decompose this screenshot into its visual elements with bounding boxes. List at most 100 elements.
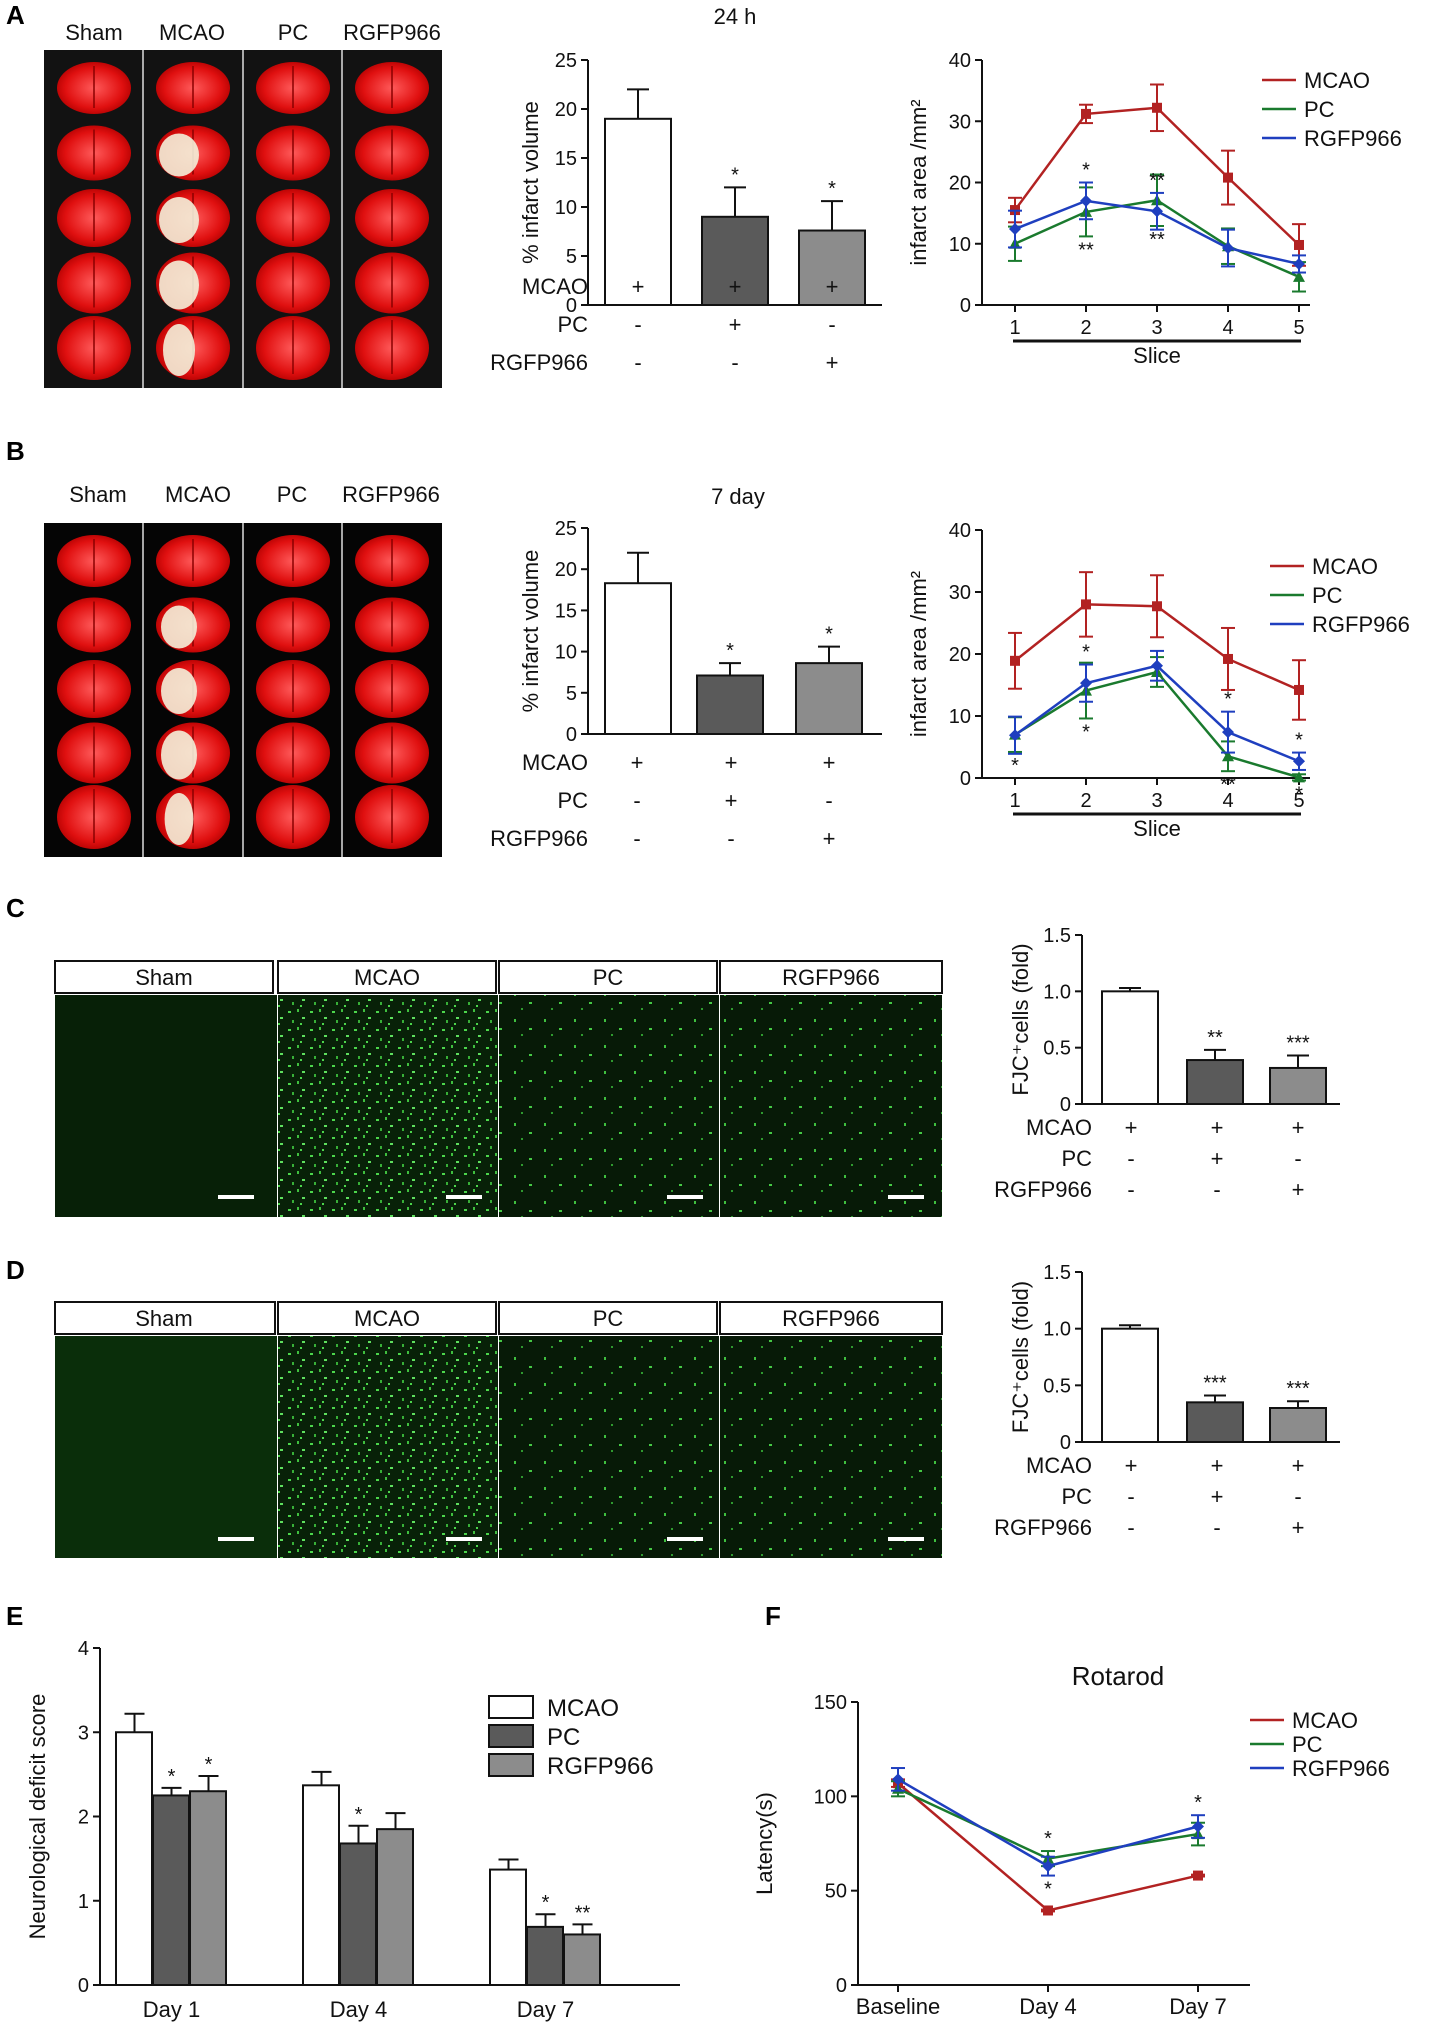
A-line-significance: **	[1149, 229, 1165, 251]
infarct-region	[159, 197, 199, 243]
C-bar-y-tick-label: 1.0	[1043, 981, 1071, 1003]
micrograph-d-sham	[55, 1336, 277, 1558]
E-bar-y-tick-label: 4	[78, 1638, 89, 1660]
B-line-y-tick-label: 0	[960, 768, 971, 790]
A-bar-y-tick-label: 15	[555, 148, 577, 170]
D-bar-bar-1	[1186, 1401, 1244, 1444]
B-line-point	[1222, 726, 1234, 739]
scale-bar	[667, 1537, 703, 1541]
photo-a-label-mcao: MCAO	[159, 20, 225, 45]
B-bar-significance: *	[726, 640, 734, 662]
treatment-sign: -	[633, 826, 640, 851]
A-bar-y-tick-label: 5	[566, 246, 577, 268]
E-bar-bar	[115, 1731, 153, 1986]
scale-bar	[446, 1195, 482, 1199]
E-bar-legend-label-rgfp966: RGFP966	[547, 1753, 654, 1780]
B-bar-y-tick-label: 15	[555, 600, 577, 622]
E-bar-legend-swatch	[488, 1695, 534, 1719]
B-line-y-tick-label: 20	[949, 644, 971, 666]
treatment-sign: -	[1127, 1177, 1134, 1202]
treatment-sign: +	[826, 274, 839, 299]
B-line-y-tick-label: 40	[949, 520, 971, 542]
A-bar-y-tick-label: 20	[555, 99, 577, 121]
E-bar-bar	[526, 1925, 564, 1987]
A-line-point	[1009, 223, 1021, 236]
E-bar-bar	[489, 1868, 527, 1987]
treatment-label-rgfp966: RGFP966	[490, 826, 588, 851]
photo-b-label-rgfp966: RGFP966	[342, 482, 440, 507]
A-line-y-tick-label: 30	[949, 111, 971, 133]
photo-a-label-sham: Sham	[65, 20, 122, 45]
B-line-point	[1222, 750, 1234, 762]
infarct-region	[163, 324, 195, 376]
B-line-significance: *	[1082, 642, 1090, 664]
D-bar-significance: ***	[1203, 1373, 1227, 1395]
F-line-chart: 0 50 100 150 Latency(s) Baseline Day 4 Day 7 * * *…	[752, 1661, 1390, 2019]
treatment-sign: +	[1292, 1453, 1305, 1478]
treatment-sign: -	[727, 826, 734, 851]
treatment-sign: +	[1292, 1177, 1305, 1202]
micrograph-d-label-rgfp966: RGFP966	[782, 1306, 880, 1331]
treatment-sign: +	[729, 274, 742, 299]
photo-a-label-rgfp966: RGFP966	[343, 20, 441, 45]
E-bar-bar	[302, 1784, 340, 1987]
A-line-y-tick-label: 0	[960, 295, 971, 317]
A-line-y-label: infarct area /mm²	[906, 99, 931, 265]
E-bar-bar	[563, 1933, 601, 1986]
infarct-region	[159, 133, 199, 177]
panel-d-micrographs: Sham MCAO PC RGFP966	[54, 1301, 943, 1558]
B-bar-y-tick-label: 25	[555, 518, 577, 540]
treatment-sign: +	[1292, 1115, 1305, 1140]
B-line-x-tick-label: 4	[1222, 790, 1233, 812]
A-line-x-tick-label: 2	[1080, 317, 1091, 339]
B-line-x-tick-label: 3	[1151, 790, 1162, 812]
infarct-region	[159, 260, 199, 310]
D-bar-y-tick-label: 0	[1060, 1432, 1071, 1454]
F-line-y-tick-label: 100	[814, 1786, 847, 1808]
D-bar-bar-0	[1101, 1327, 1159, 1443]
B-line-point	[1009, 729, 1021, 742]
B-bar-y-tick-label: 10	[555, 642, 577, 664]
F-line-title: Rotarod	[1072, 1661, 1165, 1691]
A-line-point	[1151, 205, 1163, 218]
treatment-sign: +	[632, 274, 645, 299]
F-line-x-tick-label: Baseline	[856, 1994, 940, 2019]
panel-letter-a: A	[6, 0, 25, 30]
A-bar-chart: 0 5 10 15 20 25 % infarct volume * * 24 h	[518, 4, 882, 317]
F-line-legend-label-pc: PC	[1292, 1732, 1323, 1757]
B-line-x-tick-label: 2	[1080, 790, 1091, 812]
E-bar-legend-label-mcao: MCAO	[547, 1695, 619, 1722]
D-bar-significance: ***	[1286, 1378, 1310, 1400]
F-line-y-tick-label: 50	[825, 1881, 847, 1903]
treatment-label-rgfp966: RGFP966	[994, 1177, 1092, 1202]
A-bar-bar-1	[701, 215, 769, 306]
treatment-sign: -	[1213, 1515, 1220, 1540]
C-bar-bar-0	[1101, 990, 1159, 1105]
C-bar-bar-2	[1269, 1066, 1327, 1105]
A-line-x-tick-label: 3	[1151, 317, 1162, 339]
B-bar-title: 7 day	[711, 484, 765, 509]
F-line-point	[1043, 1905, 1053, 1916]
A-bar-title: 24 h	[714, 4, 757, 29]
panel-letter-c: C	[6, 893, 25, 923]
F-line-significance: *	[1194, 1792, 1202, 1814]
treatment-sign: -	[1213, 1177, 1220, 1202]
F-line-y-tick-label: 0	[836, 1975, 847, 1997]
B-line-x-tick-label: 5	[1293, 790, 1304, 812]
B-line-point	[1294, 684, 1304, 695]
F-line-point	[1192, 1820, 1204, 1833]
treatment-sign: +	[1211, 1115, 1224, 1140]
B-bar-bar-1	[696, 674, 764, 735]
F-line-x-tick-label: Day 4	[1019, 1994, 1076, 2019]
micrograph-c-label-sham: Sham	[135, 965, 192, 990]
micrograph-c-mcao	[278, 995, 498, 1217]
B-bar-y-label: % infarct volume	[518, 550, 543, 713]
photo-b-label-mcao: MCAO	[165, 482, 231, 507]
A-line-significance: **	[1149, 170, 1165, 192]
treatment-sign: +	[1125, 1453, 1138, 1478]
micrograph-d-rgfp966	[720, 1336, 942, 1558]
E-bar-x-tick-label: Day 1	[143, 1997, 200, 2022]
treatment-label-pc: PC	[557, 312, 588, 337]
F-line-point	[892, 1773, 904, 1786]
C-bar-significance: ***	[1286, 1033, 1310, 1055]
